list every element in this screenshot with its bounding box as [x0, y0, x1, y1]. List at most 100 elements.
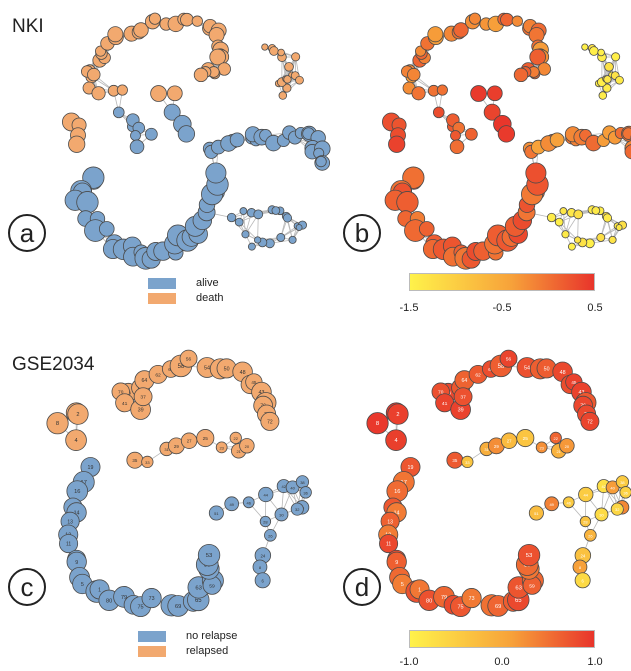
- node-label: 49: [229, 502, 234, 507]
- network-node: [604, 62, 614, 72]
- network-node: [598, 91, 608, 100]
- network-node: [610, 502, 624, 516]
- network-node: [276, 233, 286, 242]
- node-label: 63: [195, 585, 202, 591]
- network-node: [98, 221, 115, 237]
- network-node: [450, 130, 461, 141]
- network-node: [591, 206, 601, 215]
- network-node: [229, 132, 245, 148]
- network-node: [418, 221, 435, 237]
- network-node: [150, 85, 167, 102]
- node-label: 16: [74, 489, 80, 495]
- node-label: 45: [571, 380, 577, 385]
- network-node: [59, 534, 79, 554]
- network-panel-b: [382, 12, 631, 270]
- node-label: 19: [88, 465, 94, 471]
- panel-label-d: d: [343, 568, 381, 606]
- network-node: [597, 48, 605, 57]
- network-node: [554, 217, 564, 227]
- network-node: [615, 224, 623, 231]
- network-node: [603, 75, 612, 84]
- network-node: [544, 496, 560, 512]
- node-label: 14: [394, 510, 400, 516]
- network-node: [499, 349, 518, 368]
- network-node: [483, 103, 501, 121]
- node-label: 63: [515, 585, 522, 591]
- node-label: 58: [178, 364, 185, 370]
- network-node: [584, 529, 597, 542]
- network-node: [427, 26, 444, 43]
- network-node: [264, 529, 277, 542]
- node-label: 20: [245, 444, 250, 449]
- node-label: 13: [67, 519, 73, 525]
- node-label: 48: [240, 370, 246, 376]
- node-label: 9: [395, 560, 398, 566]
- network-node: [91, 86, 106, 101]
- node-label: 23: [219, 445, 224, 450]
- node-label: 62: [475, 372, 481, 378]
- node-label: 5: [81, 582, 84, 588]
- network-node: [271, 206, 281, 215]
- legend-item-no-relapse: no relapse: [138, 630, 237, 642]
- node-label: 39: [138, 408, 144, 414]
- node-label: 8: [579, 565, 582, 570]
- network-node: [388, 135, 406, 153]
- network-panel-a: [62, 12, 331, 270]
- node-label: 38: [300, 480, 305, 485]
- network-node: [253, 209, 264, 220]
- network-node: [107, 26, 124, 43]
- node-label: 58: [498, 364, 505, 370]
- node-label: 80: [106, 598, 112, 604]
- network-node: [112, 106, 125, 119]
- network-node: [215, 441, 228, 454]
- network-node: [179, 349, 198, 368]
- network-node: [274, 507, 289, 522]
- network-node: [208, 505, 224, 521]
- network-panel-c: 8624686664626058565452504847454378767472…: [46, 349, 312, 618]
- node-label: 21: [556, 449, 561, 454]
- network-node: [559, 207, 568, 215]
- network-node: [624, 144, 631, 160]
- network-node: [148, 12, 162, 25]
- network-node: [573, 209, 584, 220]
- node-label: 4: [74, 438, 77, 444]
- colorbar-tick-label: -0.5: [492, 302, 512, 314]
- network-node: [559, 438, 575, 454]
- network-node: [580, 411, 600, 431]
- network-node: [611, 52, 621, 62]
- network-node: [261, 43, 269, 51]
- legend-item-relapsed: relapsed: [138, 645, 228, 657]
- network-node: [615, 75, 624, 85]
- node-label: 40: [290, 485, 295, 490]
- network-node: [453, 387, 473, 407]
- network-node: [486, 85, 503, 102]
- node-label: 27: [187, 439, 192, 444]
- network-node: [68, 135, 86, 153]
- network-node: [525, 162, 547, 184]
- node-label: 6: [582, 578, 585, 583]
- network-node: [432, 106, 445, 119]
- node-label: 38: [620, 480, 625, 485]
- network-node: [578, 486, 594, 503]
- node-label: 54: [524, 365, 530, 371]
- node-label: 37: [140, 395, 146, 401]
- node-label: 72: [267, 419, 273, 425]
- node-label: 6: [262, 578, 265, 583]
- legend-label: alive: [196, 277, 219, 289]
- network-node: [453, 22, 469, 38]
- node-label: 23: [539, 445, 544, 450]
- network-node: [191, 15, 203, 27]
- network-node: [242, 496, 255, 509]
- node-label: 70: [438, 390, 444, 396]
- network-node: [288, 235, 297, 244]
- network-node: [129, 139, 145, 155]
- node-label: 22: [234, 436, 239, 441]
- node-label: 27: [507, 439, 512, 444]
- panel-label-b: b: [343, 214, 381, 252]
- network-node: [500, 12, 514, 27]
- network-node: [67, 403, 89, 425]
- node-label: 70: [118, 390, 124, 396]
- network-node: [581, 43, 589, 51]
- node-label: 51: [534, 511, 539, 516]
